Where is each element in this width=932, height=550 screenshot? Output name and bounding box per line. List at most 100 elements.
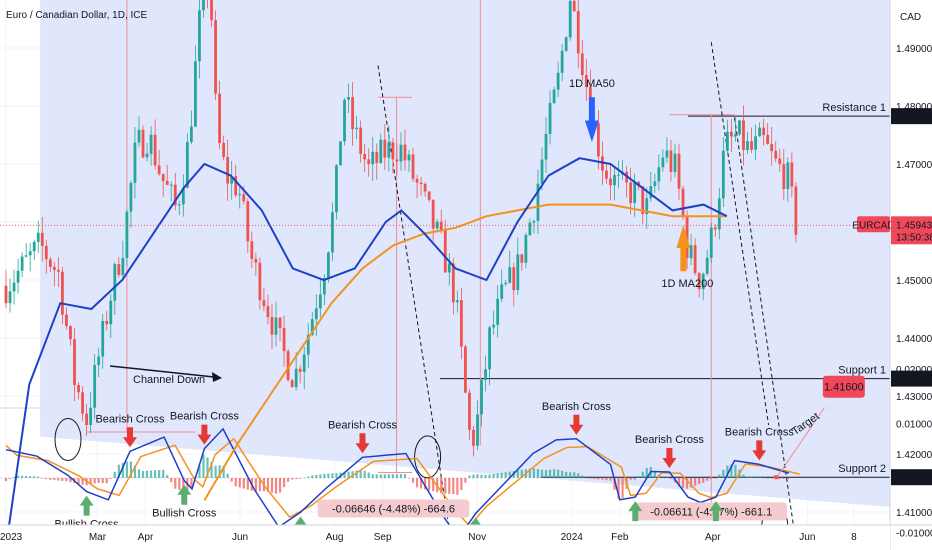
macd-hist-bar [702, 478, 705, 483]
candle-body [572, 0, 576, 12]
candle [734, 117, 737, 142]
bearish-cross-label: Bearish Cross [542, 401, 612, 413]
candle-body [32, 241, 36, 252]
ma200-arrow-icon [676, 224, 691, 272]
candle-body [629, 182, 633, 203]
time-tick-label: Jun [799, 532, 815, 543]
macd-hist-bar [117, 464, 120, 478]
candle [65, 307, 68, 330]
candle-body [439, 221, 443, 231]
candle-body [242, 194, 246, 202]
level-name: Resistance 1 [822, 102, 886, 114]
candle-body [367, 159, 371, 165]
candle-body [556, 72, 560, 90]
bearish-arrow-icon [569, 414, 584, 435]
macd-hist-bar [238, 478, 241, 488]
candle-body [576, 11, 580, 54]
candle [459, 287, 463, 360]
candle [750, 127, 753, 153]
candle-body [149, 134, 153, 154]
candle-body [93, 365, 97, 408]
price-tick-label: 1.45000 [896, 276, 932, 287]
candle-body [391, 142, 395, 160]
candle-body [443, 230, 447, 273]
candle [496, 285, 500, 338]
candle-body [782, 164, 786, 190]
macd-hist-bar [778, 478, 781, 479]
time-axis-bg [0, 525, 890, 550]
macd-hist-bar [141, 470, 145, 478]
candle [484, 355, 487, 392]
candle-body [73, 339, 76, 386]
candle [580, 39, 584, 81]
candle [770, 126, 774, 166]
ma200-label: 1D MA200 [661, 278, 713, 290]
candle-body [169, 184, 173, 186]
macd-hist-bar [158, 470, 161, 478]
candle-body [532, 221, 536, 223]
bearish-cross-marker: Bearish Cross [725, 426, 794, 461]
macd-hist-bar [49, 478, 52, 480]
candle-body [185, 142, 189, 188]
candle-body [790, 162, 794, 187]
candle-body [435, 221, 439, 229]
candle [443, 219, 447, 273]
candle [717, 187, 721, 240]
macd-hist-bar [214, 465, 217, 478]
candle [661, 148, 665, 172]
macd-hist-bar [129, 461, 133, 478]
macd-hist-bar [484, 474, 487, 478]
candle [339, 141, 342, 166]
macd-hist-bar [532, 468, 536, 478]
macd-hist-bar [456, 478, 459, 495]
candle [419, 176, 423, 196]
candle [411, 147, 415, 183]
candle-body [343, 99, 346, 142]
candle-body [564, 37, 568, 51]
candle-body [721, 150, 725, 199]
candle [653, 173, 657, 193]
candle [455, 290, 459, 313]
candle-body [580, 53, 584, 76]
macd-hist-bar [766, 478, 769, 479]
candle [12, 269, 16, 305]
candle-body [701, 273, 705, 290]
price-tick-label: 1.49000 [896, 44, 932, 55]
bearish-cross-marker: Bearish Cross [95, 413, 165, 448]
candle-body [379, 139, 383, 163]
candle [758, 122, 762, 137]
macd-hist-bar [504, 472, 507, 478]
candle-body [81, 392, 84, 414]
candle-body [270, 317, 274, 335]
macd-hist-bar [97, 478, 100, 483]
candle [649, 171, 653, 202]
highlight-ellipse [414, 435, 442, 479]
candle [210, 0, 213, 28]
target-line [777, 407, 825, 476]
macd-hist-bar [105, 478, 108, 484]
level-name: Support 2 [838, 463, 886, 475]
candle-body [484, 369, 487, 380]
bearish-arrow-icon [355, 433, 370, 454]
candle-body [415, 178, 419, 183]
candle-body [351, 97, 354, 130]
candle [665, 137, 669, 163]
macd-hist-bar [355, 470, 358, 478]
candle-body [133, 142, 137, 183]
trend-dashed-line [734, 117, 797, 547]
macd-hist-bar [210, 461, 213, 478]
macd-hist-bar [77, 478, 80, 485]
candle [113, 262, 117, 315]
candle-body [609, 178, 612, 186]
candle-body [85, 413, 88, 426]
candle [89, 391, 93, 433]
candle [447, 253, 451, 286]
macd-hist-bar [653, 470, 656, 478]
candle-body [693, 245, 697, 273]
candle-body [282, 328, 286, 352]
macd-hist-bar [508, 471, 511, 478]
macd-hist-bar [762, 477, 765, 479]
macd-hist-bar [637, 475, 640, 478]
candle [508, 250, 512, 284]
